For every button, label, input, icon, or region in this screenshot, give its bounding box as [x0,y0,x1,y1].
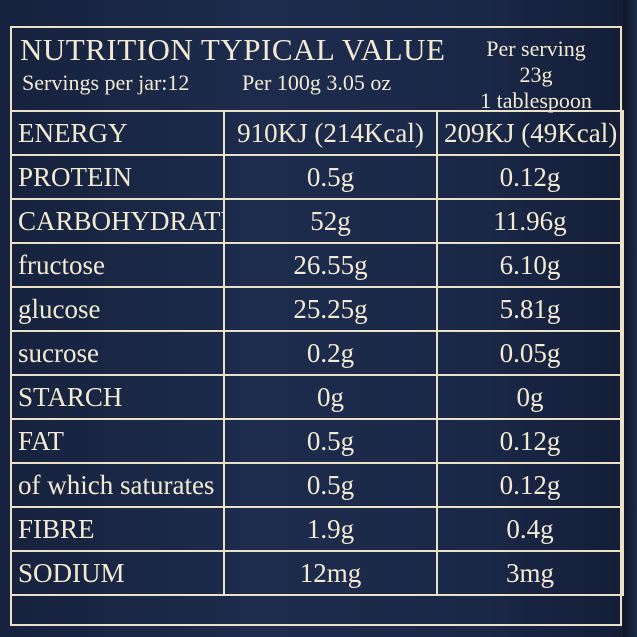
value-per-100g: 0g [223,374,438,420]
value-per-serving: 0.12g [436,462,624,508]
servings-per-jar: Servings per jar:12 [22,70,190,95]
table-row: FIBRE 1.9g 0.4g [10,506,624,552]
value-per-100g: 0.5g [223,462,438,508]
nutrient-name: fructose [10,242,225,288]
nutrient-name: SODIUM [10,550,225,596]
value-per-100g: 25.25g [223,286,438,332]
value-per-serving: 3mg [436,550,624,596]
value-per-serving: 5.81g [436,286,624,332]
jar-edge [623,0,637,637]
nutrient-name: STARCH [10,374,225,420]
per-100g-heading: Per 100g 3.05 oz [242,70,392,95]
value-per-100g: 52g [223,198,438,244]
value-per-serving: 0.12g [436,418,624,464]
per-serving-line2: 1 tablespoon [480,88,592,113]
nutrient-name: sucrose [10,330,225,376]
value-per-serving: 0g [436,374,624,420]
value-per-100g: 910KJ (214Kcal) [223,110,438,156]
table-row: STARCH 0g 0g [10,374,624,420]
nutrient-name: ENERGY [10,110,225,156]
value-per-serving: 6.10g [436,242,624,288]
value-per-100g: 1.9g [223,506,438,552]
nutrition-title: NUTRITION TYPICAL VALUE [20,32,446,67]
table-row: CARBOHYDRATE 52g 11.96g [10,198,624,244]
nutrient-name: CARBOHYDRATE [10,198,225,244]
table-row: of which saturates 0.5g 0.12g [10,462,624,508]
table-row: SODIUM 12mg 3mg [10,550,624,596]
value-per-serving: 0.4g [436,506,624,552]
nutrient-name: FAT [10,418,225,464]
value-per-100g: 12mg [223,550,438,596]
per-serving-line1: Per serving 23g [486,36,586,87]
nutrient-name: PROTEIN [10,154,225,200]
table-row: fructose 26.55g 6.10g [10,242,624,288]
value-per-serving: 0.05g [436,330,624,376]
nutrient-name: of which saturates [10,462,225,508]
table-row: ENERGY 910KJ (214Kcal) 209KJ (49Kcal) [10,110,624,156]
table-row: PROTEIN 0.5g 0.12g [10,154,624,200]
value-per-100g: 0.5g [223,418,438,464]
value-per-100g: 0.2g [223,330,438,376]
nutrient-name: FIBRE [10,506,225,552]
nutrient-name: glucose [10,286,225,332]
nutrition-table: ENERGY 910KJ (214Kcal) 209KJ (49Kcal) PR… [10,110,624,596]
value-per-100g: 0.5g [223,154,438,200]
table-row: glucose 25.25g 5.81g [10,286,624,332]
value-per-serving: 209KJ (49Kcal) [436,110,624,156]
value-per-serving: 0.12g [436,154,624,200]
per-serving-heading: Per serving 23g 1 tablespoon [472,36,600,114]
table-row: sucrose 0.2g 0.05g [10,330,624,376]
value-per-100g: 26.55g [223,242,438,288]
value-per-serving: 11.96g [436,198,624,244]
table-row: FAT 0.5g 0.12g [10,418,624,464]
nutrition-header: NUTRITION TYPICAL VALUE Servings per jar… [10,26,622,113]
